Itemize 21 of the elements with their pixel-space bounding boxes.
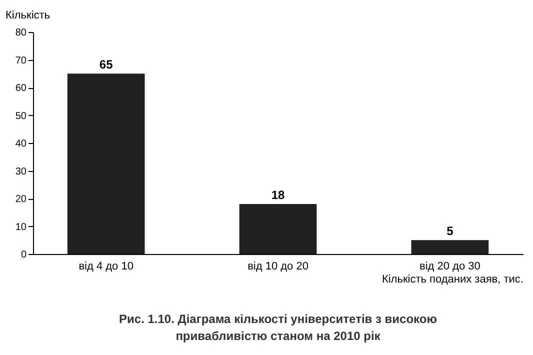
y-tick-label: 40 [15, 138, 27, 150]
bar [239, 204, 317, 254]
x-tick-label: від 4 до 10 [78, 260, 134, 272]
x-tick-label: від 20 до 30 [419, 260, 480, 272]
bar [67, 74, 145, 254]
text: Рис. 1.10. Діаграма кількості університетів з високою привабливістю станом на 2010 рік [119, 312, 437, 343]
data-label: 18 [271, 188, 285, 202]
data-label: 5 [446, 224, 454, 238]
y-tick-label: 70 [15, 55, 27, 66]
x-tick-label: від 10 до 20 [248, 260, 308, 272]
y-tick-label: 60 [15, 83, 27, 94]
y-tick-label: 0 [20, 250, 27, 260]
data-label: 65 [99, 58, 114, 72]
bar [411, 240, 489, 254]
y-tick-label: 10 [15, 222, 27, 233]
y-tick-label: 20 [15, 194, 27, 205]
y-axis-title: Кількість [6, 10, 50, 22]
x-axis-title: Кількість поданих заяв, тис. [382, 274, 524, 286]
y-tick-label: 50 [15, 110, 27, 122]
y-tick-label: 30 [15, 166, 27, 178]
y-tick-label: 80 [15, 28, 27, 38]
